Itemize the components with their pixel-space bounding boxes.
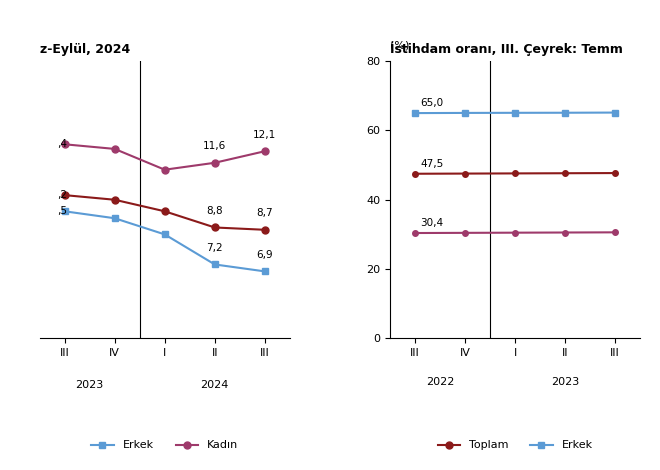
Text: 11,6: 11,6 [203, 141, 226, 151]
Text: ,5: ,5 [57, 206, 67, 216]
Legend: Toplam, Erkek: Toplam, Erkek [433, 436, 597, 455]
Text: z-Eylül, 2024: z-Eylül, 2024 [40, 43, 130, 56]
Text: 30,4: 30,4 [420, 218, 443, 228]
Text: 2024: 2024 [201, 380, 229, 390]
Text: 2023: 2023 [551, 376, 579, 386]
Text: ,2: ,2 [57, 190, 67, 200]
Text: ,4: ,4 [57, 139, 67, 149]
Text: 8,8: 8,8 [207, 206, 223, 216]
Legend: Erkek, Kadın: Erkek, Kadın [87, 436, 243, 455]
Text: (%): (%) [390, 41, 409, 51]
Text: İstihdam oranı, III. Çeyrek: Temm: İstihdam oranı, III. Çeyrek: Temm [390, 41, 623, 56]
Text: 65,0: 65,0 [420, 98, 443, 108]
Text: 47,5: 47,5 [420, 158, 444, 169]
Text: 8,7: 8,7 [257, 208, 273, 218]
Text: 12,1: 12,1 [253, 130, 277, 140]
Text: 6,9: 6,9 [257, 250, 273, 260]
Text: 2023: 2023 [75, 380, 104, 390]
Text: 7,2: 7,2 [207, 243, 223, 253]
Text: 2022: 2022 [426, 376, 454, 386]
